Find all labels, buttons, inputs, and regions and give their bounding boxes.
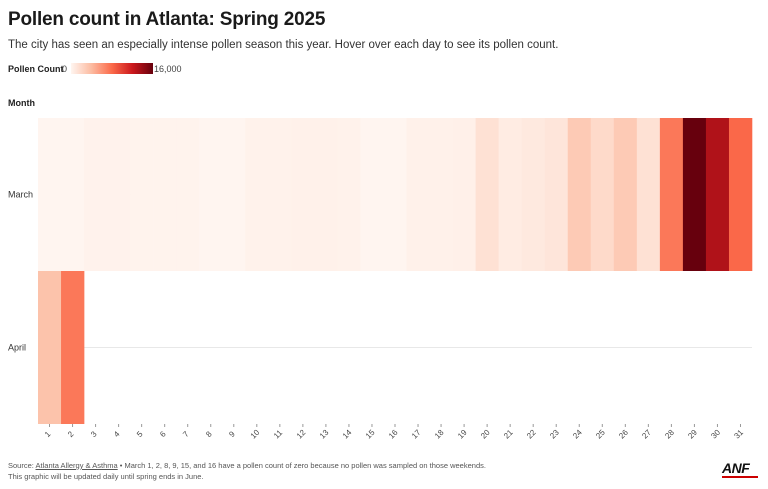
y-tick-label: March [8, 190, 33, 200]
heatmap-cell[interactable]: March 7: 180 [176, 118, 200, 271]
legend-gradient-bar [71, 63, 153, 74]
heatmap-cell[interactable]: March 8: 0 [199, 118, 223, 271]
y-tick-label: April [8, 343, 26, 353]
x-tick-label: 22 [525, 428, 538, 441]
heatmap-cell[interactable]: March 19: 400 [452, 118, 476, 271]
x-tick-label: 14 [341, 428, 354, 441]
update-note: This graphic will be updated daily until… [8, 472, 204, 481]
chart-subtitle: The city has seen an especially intense … [8, 39, 559, 51]
x-tick-label: 29 [686, 428, 699, 441]
heatmap-cell[interactable]: March 18: 300 [429, 118, 453, 271]
heatmap-cell[interactable]: March 27: 1500 [636, 118, 661, 271]
heatmap-cell[interactable]: March 9: 0 [222, 118, 246, 271]
x-tick-label: 8 [204, 429, 214, 439]
source-link[interactable]: Atlanta Allergy & Asthma [35, 461, 118, 470]
chart-title: Pollen count in Atlanta: Spring 2025 [8, 9, 326, 30]
heatmap-cell[interactable]: March 1: 0 [38, 118, 62, 271]
heatmap-cell[interactable]: March 24: 3000 [567, 118, 592, 271]
heatmap-cell[interactable]: March 14: 250 [337, 118, 361, 271]
heatmap-cell[interactable]: March 20: 1500 [475, 118, 499, 271]
x-tick-label: 16 [387, 428, 400, 441]
heatmap-cell[interactable]: March 10: 250 [245, 118, 269, 271]
publisher-logo: ANF [722, 460, 750, 476]
heatmap-cell[interactable]: April 1: 3500 [38, 271, 62, 424]
x-tick-label: 23 [548, 428, 561, 441]
source-prefix: Source: [8, 461, 36, 470]
x-tick-label: 15 [364, 428, 377, 441]
heatmap-cell[interactable]: March 21: 700 [498, 118, 522, 271]
heatmap-cell[interactable]: April 2: 6000 [61, 271, 85, 424]
chart-footer: Source: Atlanta Allergy & Asthma • March… [8, 460, 698, 482]
heatmap-chart: March 1: 0March 2: 0March 3: 200March 4:… [8, 118, 753, 441]
heatmap-cell[interactable]: March 15: 0 [360, 118, 384, 271]
heatmap-cell[interactable]: March 12: 300 [291, 118, 315, 271]
heatmap-cell[interactable]: March 4: 200 [107, 118, 131, 271]
heatmap-cell[interactable]: March 5: 150 [130, 118, 154, 271]
x-tick-label: 9 [227, 429, 237, 439]
source-note: • March 1, 2, 8, 9, 15, and 16 have a po… [117, 461, 486, 470]
x-tick-label: 1 [43, 429, 53, 439]
x-tick-label: 21 [502, 428, 515, 441]
x-tick-label: 10 [249, 428, 262, 441]
heatmap-cell[interactable]: March 28: 6000 [659, 118, 684, 271]
x-tick-label: 26 [617, 428, 630, 441]
x-tick-label: 19 [456, 428, 469, 441]
x-tick-label: 30 [709, 428, 722, 441]
heatmap-cell[interactable]: March 2: 0 [61, 118, 85, 271]
heatmap-cell[interactable]: March 3: 200 [84, 118, 108, 271]
x-tick-label: 7 [181, 429, 191, 439]
legend-min-label: 0 [62, 64, 68, 74]
x-tick-label: 25 [594, 428, 607, 441]
x-tick-label: 31 [732, 428, 745, 441]
heatmap-cell[interactable]: March 6: 150 [153, 118, 177, 271]
heatmap-cell[interactable]: March 16: 0 [383, 118, 407, 271]
heatmap-cell[interactable]: March 13: 300 [314, 118, 338, 271]
x-tick-label: 20 [479, 428, 492, 441]
x-tick-label: 27 [640, 428, 653, 441]
x-tick-label: 24 [571, 428, 584, 441]
heatmap-cell[interactable]: March 30: 12500 [705, 118, 730, 271]
heatmap-cell[interactable]: March 17: 300 [406, 118, 430, 271]
x-tick-label: 5 [135, 429, 145, 439]
x-tick-label: 3 [89, 429, 99, 439]
heatmap-cell[interactable]: March 29: 16000 [682, 118, 707, 271]
x-tick-label: 11 [272, 428, 285, 441]
x-tick-label: 4 [112, 429, 122, 439]
legend-title: Pollen Count [8, 64, 64, 74]
heatmap-cell[interactable]: March 23: 1200 [544, 118, 569, 271]
heatmap-cell[interactable]: March 25: 2000 [590, 118, 615, 271]
x-tick-label: 12 [295, 428, 308, 441]
x-tick-label: 28 [663, 428, 676, 441]
source-line: Source: Atlanta Allergy & Asthma • March… [8, 460, 698, 471]
heatmap-cell[interactable]: March 22: 900 [521, 118, 546, 271]
y-axis-title: Month [8, 98, 35, 108]
x-tick-label: 13 [318, 428, 331, 441]
x-tick-label: 17 [410, 428, 423, 441]
x-tick-label: 2 [66, 429, 76, 439]
heatmap-cell[interactable]: March 11: 250 [268, 118, 292, 271]
heatmap-cell[interactable]: March 31: 6500 [728, 118, 753, 271]
x-tick-label: 18 [433, 428, 446, 441]
legend-max-label: 16,000 [154, 64, 182, 74]
logo-underline [722, 476, 758, 478]
heatmap-cell[interactable]: March 26: 3000 [613, 118, 638, 271]
x-tick-label: 6 [158, 429, 168, 439]
